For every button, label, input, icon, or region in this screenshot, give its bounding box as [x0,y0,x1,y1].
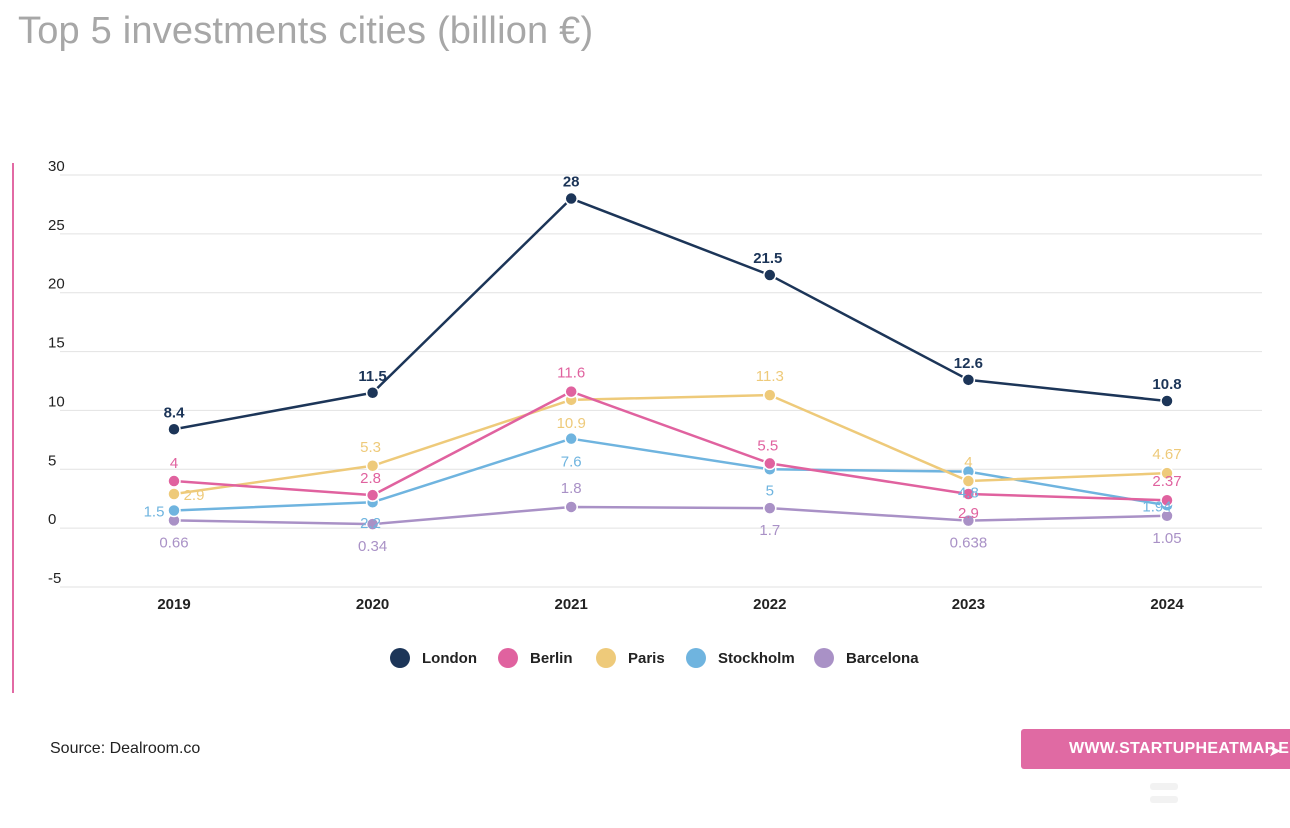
legend-swatch [390,648,410,668]
data-label: 1.05 [1152,530,1181,547]
data-point [365,517,380,531]
y-tick-label: 30 [48,158,65,175]
series-line-berlin [173,390,1168,502]
page-title: Top 5 investments cities (billion €) [18,10,594,52]
data-point [763,388,777,402]
x-tick-label: 2019 [157,596,190,613]
data-label: 0.66 [159,534,188,551]
data-point [167,422,181,437]
x-tick-label: 2023 [952,596,985,613]
legend-swatch [814,648,834,668]
data-label: 0.638 [950,535,988,552]
data-point [763,268,777,282]
data-point [564,500,578,514]
data-label: 11.6 [557,365,585,382]
data-point [564,384,578,399]
data-point [1160,394,1174,408]
decorative-bar [1150,783,1178,790]
data-label: 2.8 [360,470,381,487]
data-label: 5.5 [757,437,778,454]
x-axis: 2019 2020 2021 2022 2023 2024 [157,596,1184,613]
brand-label: WWW.STARTUPHEATMAP.EU [1069,740,1290,757]
legend-swatch [686,648,706,668]
data-label: 4.67 [1152,446,1181,463]
data-point [167,474,181,488]
data-point [167,487,181,501]
x-tick-label: 2024 [1150,596,1184,613]
series-lines [167,191,1174,531]
decorative-bars [1150,783,1178,809]
legend-label: Stockholm [718,650,795,667]
y-tick-label: -5 [48,570,61,587]
data-label: 1.8 [561,480,582,497]
data-label: 5.3 [360,439,381,456]
data-point [167,503,181,518]
data-label: 2.37 [1152,473,1181,490]
data-label: 1.94 [1142,498,1171,515]
legend-label: Paris [628,650,665,667]
series-line-stockholm [173,437,1168,512]
chart-grid [60,174,1262,588]
data-point [763,456,777,471]
brand-link-button[interactable]: WWW.STARTUPHEATMAP.EU ➤ [1021,729,1290,769]
data-label: 28 [563,174,580,191]
y-tick-label: 20 [48,276,65,293]
decorative-bar [1150,796,1178,803]
y-axis: 30 25 20 15 10 5 0 -5 [48,158,65,587]
y-tick-label: 15 [48,335,65,352]
data-label: 4 [964,454,972,471]
series-line-london [173,197,1168,431]
data-label: 21.5 [753,250,782,267]
data-point [564,191,578,206]
data-label: 4.8 [958,485,979,502]
y-tick-label: 5 [48,452,56,469]
y-tick-label: 10 [48,393,65,410]
data-point [564,431,578,446]
accent-rule [12,163,14,693]
data-label: 2.2 [360,515,381,532]
x-tick-label: 2022 [753,596,786,613]
series-line-paris [173,393,1168,496]
y-tick-label: 25 [48,217,65,234]
data-point [961,513,976,528]
cursor-arrow-icon: ➤ [1268,743,1282,760]
data-label: 1.5 [144,503,165,520]
legend-swatch [596,648,616,668]
data-label: 4 [170,455,178,472]
data-label: 8.4 [164,404,186,421]
data-point [961,474,976,488]
legend-label: Berlin [530,650,573,667]
data-label: 2.9 [958,505,979,522]
data-point [365,459,380,473]
data-label: 10.9 [557,415,586,432]
data-point [1160,493,1174,507]
legend: London Berlin Paris Stockholm Barcelona [390,648,919,668]
legend-swatch [498,648,518,668]
data-point [763,501,777,515]
data-point [365,386,380,400]
x-tick-label: 2021 [555,596,588,613]
data-label: 7.6 [561,454,582,471]
data-label: 11.3 [756,368,784,385]
data-label: 11.5 [358,368,386,385]
y-tick-label: 0 [48,511,56,528]
legend-label: London [422,650,477,667]
data-label: 12.6 [954,355,983,372]
data-label: 10.8 [1152,376,1181,393]
data-label: 1.7 [759,522,780,539]
data-label: 0.34 [358,538,387,555]
data-point [961,487,976,501]
legend-label: Barcelona [846,650,919,667]
data-point [961,373,976,387]
data-labels: 8.4 11.5 28 21.5 12.6 10.8 4 2.8 11.6 5.5 2.9 2.37 2… [144,174,1182,556]
data-point [365,488,380,502]
data-label: 2.9 [184,487,205,504]
x-tick-label: 2020 [356,596,389,613]
source-note: Source: Dealroom.co [50,740,201,757]
data-point [1160,466,1174,480]
data-label: 5 [766,482,774,499]
series-line-barcelona [173,505,1168,526]
